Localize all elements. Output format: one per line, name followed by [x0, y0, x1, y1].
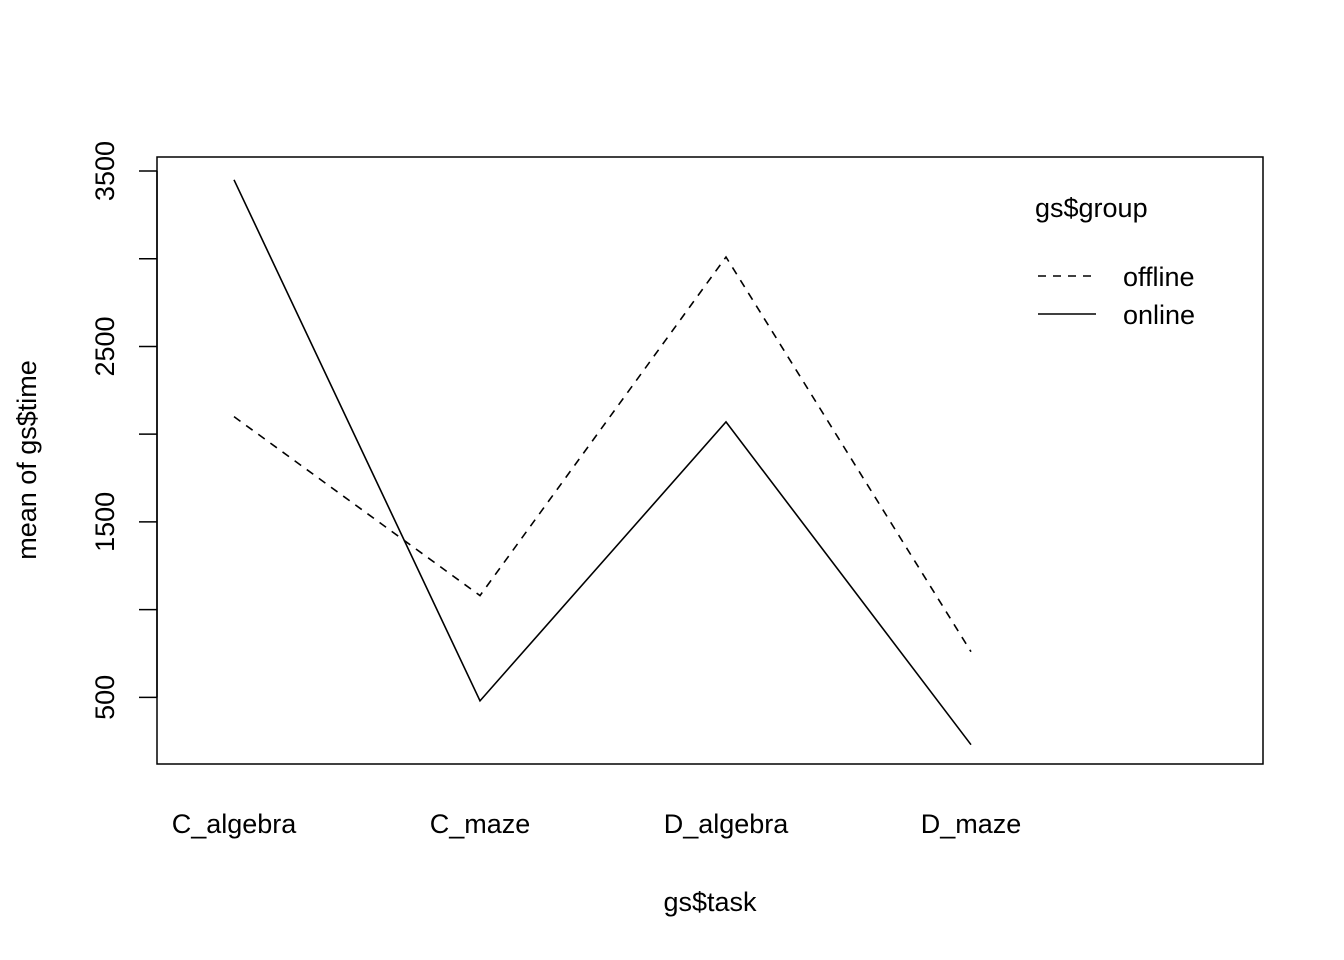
series-line-offline [233, 255, 972, 653]
x-tick-label: D_maze [921, 809, 1022, 839]
y-axis-title: mean of gs$time [12, 360, 42, 560]
y-tick-label: 3500 [90, 141, 120, 201]
y-tick-label: 500 [90, 675, 120, 720]
legend-label-online: online [1123, 300, 1195, 330]
x-tick-label: C_maze [430, 809, 531, 839]
plot-frame [156, 156, 1264, 765]
series-line-online [233, 179, 972, 746]
x-tick-label: C_algebra [172, 809, 298, 839]
x-axis-labels: C_algebra C_maze D_algebra D_maze [172, 809, 1022, 839]
legend: gs$group offline online [1035, 193, 1195, 330]
legend-title: gs$group [1035, 193, 1148, 223]
legend-label-offline: offline [1123, 262, 1195, 292]
y-axis: 500 1500 2500 3500 [90, 141, 158, 720]
x-tick-label: D_algebra [664, 809, 790, 839]
y-tick-label: 1500 [90, 492, 120, 552]
x-axis-title: gs$task [663, 887, 757, 917]
y-tick-label: 2500 [90, 316, 120, 376]
series-lines [233, 179, 972, 746]
